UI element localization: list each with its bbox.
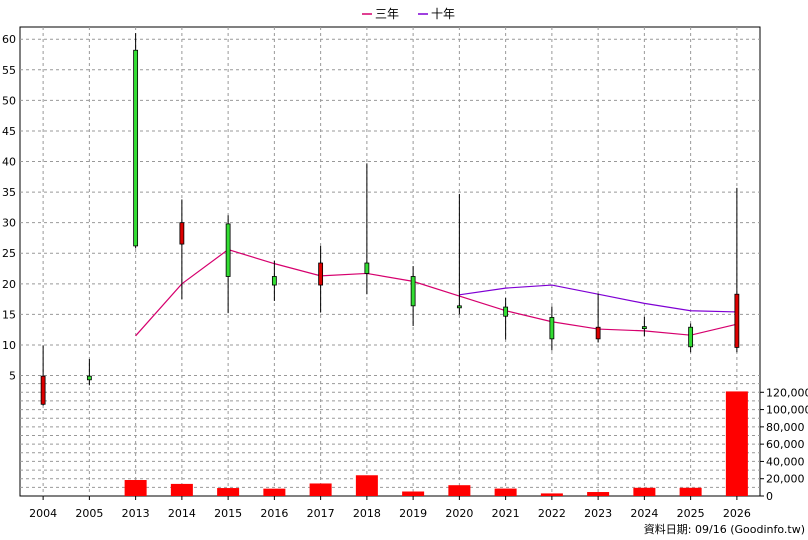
candle-2018 bbox=[364, 163, 370, 295]
candle-2022 bbox=[549, 306, 555, 351]
candle-body bbox=[688, 326, 694, 348]
source-text: 資料日期: 09/16 (Goodinfo.tw) bbox=[644, 522, 805, 536]
grid bbox=[19, 26, 761, 497]
x-tick-label: 2016 bbox=[260, 507, 288, 520]
volume-tick-label: 80,000 bbox=[766, 421, 805, 434]
candle-body bbox=[549, 317, 555, 340]
x-tick-label: 2015 bbox=[214, 507, 242, 520]
candle-body bbox=[225, 223, 231, 277]
candlesticks bbox=[40, 33, 740, 406]
candle-body bbox=[641, 326, 647, 330]
candle-body bbox=[364, 262, 370, 274]
x-tick-label: 2026 bbox=[723, 507, 751, 520]
price-tick-label: 20 bbox=[2, 278, 16, 291]
volume-bars bbox=[124, 391, 748, 496]
series-line-three-year bbox=[135, 248, 738, 337]
x-tick-label: 2005 bbox=[75, 507, 103, 520]
x-tick-label: 2025 bbox=[677, 507, 705, 520]
volume-bar bbox=[217, 488, 240, 496]
volume-bar bbox=[355, 475, 378, 496]
candle-2023 bbox=[595, 293, 601, 343]
volume-bar bbox=[540, 493, 563, 496]
x-tick-label: 2023 bbox=[584, 507, 612, 520]
candle-2020 bbox=[456, 193, 462, 315]
price-tick-label: 55 bbox=[2, 64, 16, 77]
candle-2021 bbox=[503, 297, 509, 340]
volume-bar bbox=[633, 487, 656, 496]
candle-2024 bbox=[641, 316, 647, 337]
volume-bar bbox=[679, 487, 702, 496]
candle-2016 bbox=[271, 260, 277, 301]
volume-bar bbox=[309, 483, 332, 496]
x-tick-label: 2018 bbox=[353, 507, 381, 520]
candle-2015 bbox=[225, 215, 231, 314]
x-tick-label: 2013 bbox=[122, 507, 150, 520]
price-tick-label: 50 bbox=[2, 94, 16, 107]
volume-bar bbox=[448, 485, 471, 496]
volume-bar bbox=[587, 492, 610, 496]
volume-bar bbox=[402, 491, 425, 496]
axes: 51015202530354045505560020,00040,00060,0… bbox=[2, 33, 808, 520]
x-tick-label: 2021 bbox=[492, 507, 520, 520]
candle-2004 bbox=[40, 345, 46, 406]
x-tick-label: 2017 bbox=[307, 507, 335, 520]
volume-bar bbox=[263, 488, 286, 496]
volume-tick-label: 20,000 bbox=[766, 473, 805, 486]
price-tick-label: 40 bbox=[2, 156, 16, 169]
price-tick-label: 45 bbox=[2, 125, 16, 138]
x-tick-label: 2019 bbox=[399, 507, 427, 520]
candle-2017 bbox=[318, 245, 324, 313]
volume-bar bbox=[124, 480, 147, 496]
candle-body bbox=[318, 262, 324, 286]
candle-body bbox=[40, 375, 46, 405]
candle-body bbox=[271, 276, 277, 286]
price-tick-label: 25 bbox=[2, 247, 16, 260]
volume-tick-label: 40,000 bbox=[766, 455, 805, 468]
legend: 三年 十年 bbox=[362, 7, 455, 21]
plot-frame bbox=[19, 26, 761, 497]
price-tick-label: 35 bbox=[2, 186, 16, 199]
legend-label: 十年 bbox=[431, 7, 455, 21]
x-tick-label: 2020 bbox=[445, 507, 473, 520]
volume-bar bbox=[725, 391, 748, 496]
volume-bar bbox=[494, 488, 517, 496]
candle-body bbox=[86, 375, 92, 381]
candle-body bbox=[456, 305, 462, 309]
volume-bar bbox=[170, 483, 193, 496]
price-tick-label: 15 bbox=[2, 308, 16, 321]
candle-2005 bbox=[86, 359, 92, 386]
candle-body bbox=[503, 306, 509, 317]
price-tick-label: 60 bbox=[2, 33, 16, 46]
candle-body bbox=[734, 293, 740, 348]
x-tick-label: 2004 bbox=[29, 507, 57, 520]
volume-tick-label: 0 bbox=[766, 490, 773, 503]
candle-body bbox=[133, 49, 139, 247]
legend-label: 三年 bbox=[375, 7, 399, 21]
volume-tick-label: 120,000 bbox=[766, 386, 808, 399]
x-tick-label: 2014 bbox=[168, 507, 196, 520]
candle-2013 bbox=[133, 33, 139, 249]
x-tick-label: 2022 bbox=[538, 507, 566, 520]
price-tick-label: 30 bbox=[2, 217, 16, 230]
x-tick-label: 2024 bbox=[630, 507, 658, 520]
candle-body bbox=[410, 276, 416, 307]
price-tick-label: 10 bbox=[2, 339, 16, 352]
price-tick-label: 5 bbox=[9, 370, 16, 383]
candle-2026 bbox=[734, 187, 740, 353]
candle-body bbox=[179, 222, 185, 245]
candle-2019 bbox=[410, 266, 416, 327]
candle-body bbox=[595, 326, 601, 340]
volume-tick-label: 100,000 bbox=[766, 404, 808, 417]
candle-2014 bbox=[179, 199, 185, 300]
volume-tick-label: 60,000 bbox=[766, 438, 805, 451]
candle-2025 bbox=[688, 323, 694, 353]
